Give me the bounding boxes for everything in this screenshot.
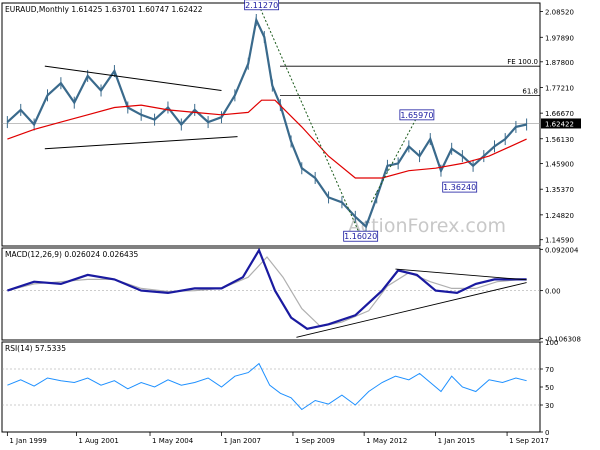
price-ytick-label: 1.56130 [545,136,574,144]
price-annotation-label: 1.16020 [344,232,377,241]
price-ytick-label: 1.66670 [545,110,574,118]
rsi-panel-title: RSI(14) 57.5335 [5,344,66,353]
rsi-ytick-label: 0 [545,429,549,437]
price-ytick-label: 1.97890 [545,34,574,42]
rsi-ytick-label: 100 [545,339,558,347]
macd-ytick-label: 0.00 [545,288,561,296]
price-annotation-box [244,0,280,11]
moving-average-line [7,99,527,179]
fib-level-label: FE 100.0 [507,58,538,66]
current-price-label: 1.62422 [545,120,574,128]
panel-frame-rsi [1,341,541,433]
x-tick-label: 1 Sep 2009 [295,437,335,445]
x-tick-label: 1 Jan 1999 [9,437,47,445]
panel-frame-macd [1,247,541,341]
price-annotation-label: 1.36240 [443,183,476,192]
price-ytick-label: 1.87800 [545,59,574,67]
rsi-ytick-label: 30 [545,402,554,410]
macd-trendline [395,268,527,281]
price-trendline [44,65,222,91]
price-annotation-box [343,230,379,242]
price-trendline [44,136,238,150]
rsi-line [7,362,527,411]
macd-ytick-label: 0.092004 [545,246,579,254]
x-tick-label: 1 May 2012 [366,437,407,445]
x-tick-label: 1 May 2004 [152,437,194,445]
fib-level-label: 61.8 [522,87,538,95]
price-annotation-label: 2.11270 [245,1,278,10]
price-panel-title: EURAUD,Monthly 1.61425 1.63701 1.60747 1… [5,5,203,14]
price-ytick-label: 1.14590 [545,237,574,245]
price-ytick-label: 1.35370 [545,186,574,194]
macd-ytick-label: -0.106308 [545,335,581,343]
rsi-ytick-label: 70 [545,366,554,374]
macd-line [7,247,527,330]
price-ytick-label: 1.24820 [545,212,574,220]
macd-trendline [296,282,527,338]
panel-frame-price [1,2,541,247]
price-annotation-label: 1.65970 [400,111,433,120]
x-tick-label: 1 Aug 2001 [78,437,118,445]
price-annotation-box [442,181,478,193]
price-trendline [370,112,420,203]
current-price-tag [541,118,581,129]
price-ytick-label: 1.45900 [545,161,574,169]
x-tick-label: 1 Sep 2017 [509,437,549,445]
price-annotation-box [399,109,435,121]
rsi-ytick-label: 50 [545,384,554,392]
price-ytick-label: 1.77210 [545,85,574,93]
macd-panel-title: MACD(12,26,9) 0.026024 0.026435 [5,250,139,259]
x-tick-label: 1 Jan 2007 [223,437,261,445]
x-tick-label: 1 Jan 2015 [438,437,476,445]
macd-signal-line [7,256,527,328]
price-ytick-label: 2.08520 [545,8,574,16]
watermark-text: ActionForex.com [348,215,506,237]
